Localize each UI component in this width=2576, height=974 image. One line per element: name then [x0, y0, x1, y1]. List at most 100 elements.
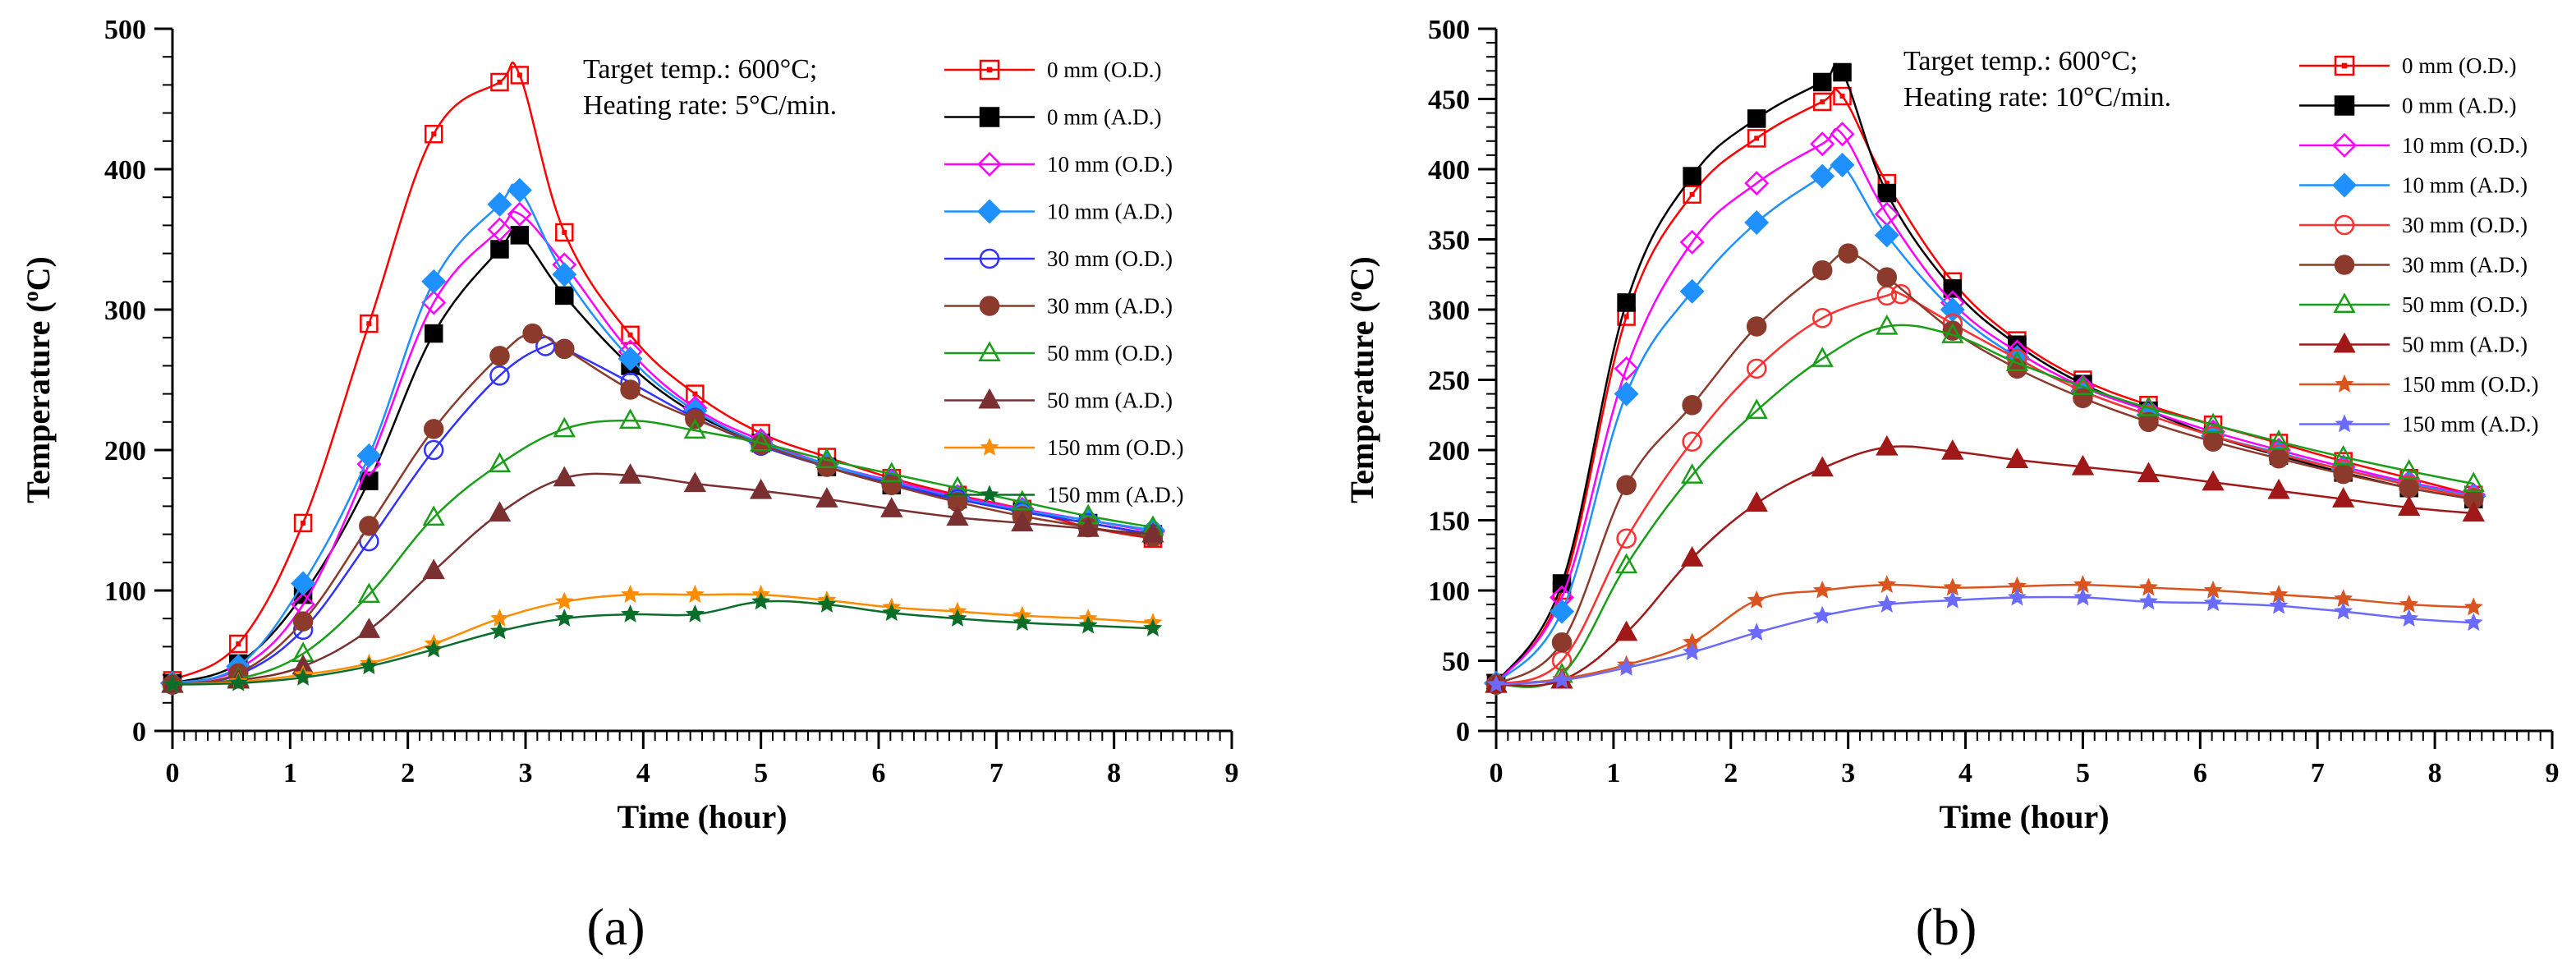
- panel-a-point-30-mm-a-d: [881, 475, 902, 495]
- panel-a-point-10-mm-a-d: [552, 262, 577, 287]
- panel-b-point-50-mm-o-d: [1811, 347, 1834, 367]
- panel-b-y-title-text: Temperature (: [1343, 301, 1380, 503]
- panel-b-point-10-mm-a-d: [1810, 163, 1835, 189]
- panel-a-x-tick-label: 3: [519, 758, 533, 788]
- panel-b-point-30-mm-o-d: [1616, 528, 1637, 549]
- panel-b-series-line-150-mm-a-d: [1495, 595, 2474, 686]
- panel-b-legend-marker: [2332, 172, 2357, 198]
- panel-a-x-tick-label: 2: [401, 758, 415, 788]
- panel-b-x-tick-label: 8: [2428, 758, 2442, 788]
- panel-b-x-tick-label: 9: [2546, 758, 2560, 788]
- panel-a-point-50-mm-a-d: [618, 463, 642, 484]
- panel-a-series-line-150-mm-a-d: [172, 600, 1154, 686]
- panel-b-annotation: Target temp.: 600°C;: [1903, 46, 2137, 76]
- panel-b-point-150-mm-a-d: [2203, 593, 2223, 612]
- panel-a-point-10-mm-a-d: [618, 346, 643, 371]
- panel-b-y-tick-label: 200: [1428, 436, 1470, 466]
- panel-b-point-50-mm-o-d: [1680, 463, 1704, 484]
- panel-a-point-10-mm-a-d: [356, 443, 382, 468]
- panel-b-y-tick-label: 250: [1428, 366, 1470, 397]
- panel-a-legend-marker: [977, 152, 1002, 177]
- panel-b-y-tick-label: 350: [1428, 226, 1470, 256]
- panel-a-point-0-mm-o-d-inner: [366, 321, 372, 327]
- panel-a-annotation: Target temp.: 600°C;: [583, 54, 817, 85]
- panel-a-point-150-mm-a-d: [685, 604, 705, 623]
- panel-a-y-tick-label: 0: [132, 717, 146, 747]
- panel-a-point-150-mm-a-d: [621, 604, 641, 623]
- panel-a-point-150-mm-a-d: [751, 591, 771, 610]
- panel-a-point-0-mm-o-d: [490, 72, 509, 92]
- panel-a-point-150-mm-a-d: [554, 609, 574, 627]
- panel-a-point-0-mm-o-d: [293, 513, 313, 533]
- panel-b-point-10-mm-o-d: [1744, 171, 1770, 196]
- panel-b-y-title-unit: C): [1343, 256, 1380, 291]
- panel-b-x-tick-label: 5: [2076, 758, 2090, 788]
- panel-b-point-50-mm-o-d: [2331, 444, 2355, 466]
- panel-b-point-10-mm-o-d: [1810, 131, 1835, 157]
- panel-b-y-tick-label: 50: [1442, 647, 1470, 678]
- panel-b-point-150-mm-a-d: [2464, 613, 2483, 632]
- panel-a-point-0-mm-o-d: [555, 223, 574, 242]
- panel-b-point-50-mm-a-d: [1614, 620, 1638, 641]
- panel-a-point-150-mm-a-d: [293, 667, 313, 686]
- panel-b-point-50-mm-o-d: [1941, 323, 1964, 343]
- panel-a-legend-label: 30 mm (A.D.): [1047, 294, 1173, 319]
- panel-a-point-150-mm-o-d: [685, 585, 705, 603]
- panel-a-legend-label: 10 mm (O.D.): [1047, 152, 1173, 177]
- panel-b-point-0-mm-a-d: [1812, 72, 1832, 92]
- panel-a-point-30-mm-a-d: [522, 323, 543, 344]
- panel-a-y-tick-label: 400: [104, 155, 146, 186]
- panel-b-point-50-mm-a-d: [1941, 439, 1964, 460]
- panel-b-series-line-50-mm-a-d: [1495, 445, 2474, 687]
- panel-b-point-150-mm-o-d: [1812, 580, 1832, 599]
- panel-b-y-tick-label: 150: [1428, 507, 1470, 537]
- panel-b-y-title-sup: o: [1343, 291, 1366, 301]
- panel-a-point-50-mm-o-d: [422, 505, 445, 526]
- panel-a-y-title-sup: o: [19, 291, 43, 301]
- panel-a-legend-marker: [979, 107, 1000, 127]
- panel-a-point-50-mm-a-d: [1077, 517, 1100, 537]
- panel-b-x-tick-label: 3: [1841, 758, 1855, 788]
- panel-b-series-line-0-mm-o-d: [1495, 88, 2474, 684]
- panel-a-y-title-text: Temperature (: [20, 301, 57, 503]
- panel-a-point-150-mm-a-d: [489, 621, 509, 640]
- panel-b-point-150-mm-a-d: [1617, 658, 1637, 676]
- panel-b-point-0-mm-a-d: [1943, 279, 1963, 298]
- panel-a-point-0-mm-o-d-inner: [517, 72, 522, 78]
- panel-b-point-30-mm-a-d: [1551, 632, 1573, 653]
- panel-a-point-150-mm-a-d: [882, 603, 902, 622]
- panel-a-x-tick-label: 9: [1225, 758, 1239, 788]
- panel-a-point-50-mm-o-d: [357, 582, 381, 604]
- panel-b-legend-label: 30 mm (A.D.): [2402, 253, 2528, 278]
- panel-b-point-50-mm-a-d: [2267, 478, 2290, 499]
- panel-a-series-line-0-mm-o-d: [172, 62, 1154, 682]
- panel-a-legend-label: 150 mm (A.D.): [1047, 483, 1183, 508]
- panel-b-series-30-mm-a-d: [1485, 243, 2484, 695]
- panel-a-legend-marker-inner: [986, 67, 993, 73]
- panel-b-x-tick-label: 0: [1490, 758, 1504, 788]
- panel-a-legend-marker: [979, 248, 1000, 269]
- panel-b-point-30-mm-a-d: [2073, 388, 2093, 408]
- panel-a-series-line-50-mm-o-d: [172, 419, 1154, 686]
- panel-a-point-150-mm-a-d: [817, 594, 837, 613]
- panel-a-point-0-mm-o-d: [424, 125, 443, 144]
- panel-b-x-tick-label: 7: [2311, 758, 2325, 788]
- panel-a-point-150-mm-o-d: [621, 584, 641, 603]
- panel-a-legend-label: 10 mm (A.D.): [1047, 200, 1173, 224]
- panel-b-y-tick-label: 400: [1428, 155, 1470, 186]
- panel-a-point-10-mm-a-d: [291, 571, 316, 596]
- panel-a-legend-label: 150 mm (O.D.): [1047, 435, 1183, 460]
- panel-a-legend-label: 30 mm (O.D.): [1047, 246, 1173, 271]
- panel-a-legend-marker: [980, 485, 999, 503]
- panel-b-series-line-10-mm-o-d: [1495, 127, 2474, 684]
- panel-a-point-50-mm-o-d: [618, 408, 642, 430]
- panel-b-point-50-mm-a-d: [1811, 456, 1834, 477]
- panel-a-point-30-mm-a-d: [423, 419, 444, 439]
- panel-a-point-150-mm-a-d: [228, 673, 248, 691]
- panel-b-series-50-mm-a-d: [1485, 434, 2485, 693]
- panel-b-point-150-mm-a-d: [1552, 670, 1572, 689]
- panel-b-y-tick-label: 500: [1428, 15, 1470, 45]
- panel-b-label: (b): [1916, 898, 1977, 956]
- panel-b-point-150-mm-a-d: [2007, 587, 2027, 606]
- panel-b-point-50-mm-a-d: [1876, 434, 1899, 456]
